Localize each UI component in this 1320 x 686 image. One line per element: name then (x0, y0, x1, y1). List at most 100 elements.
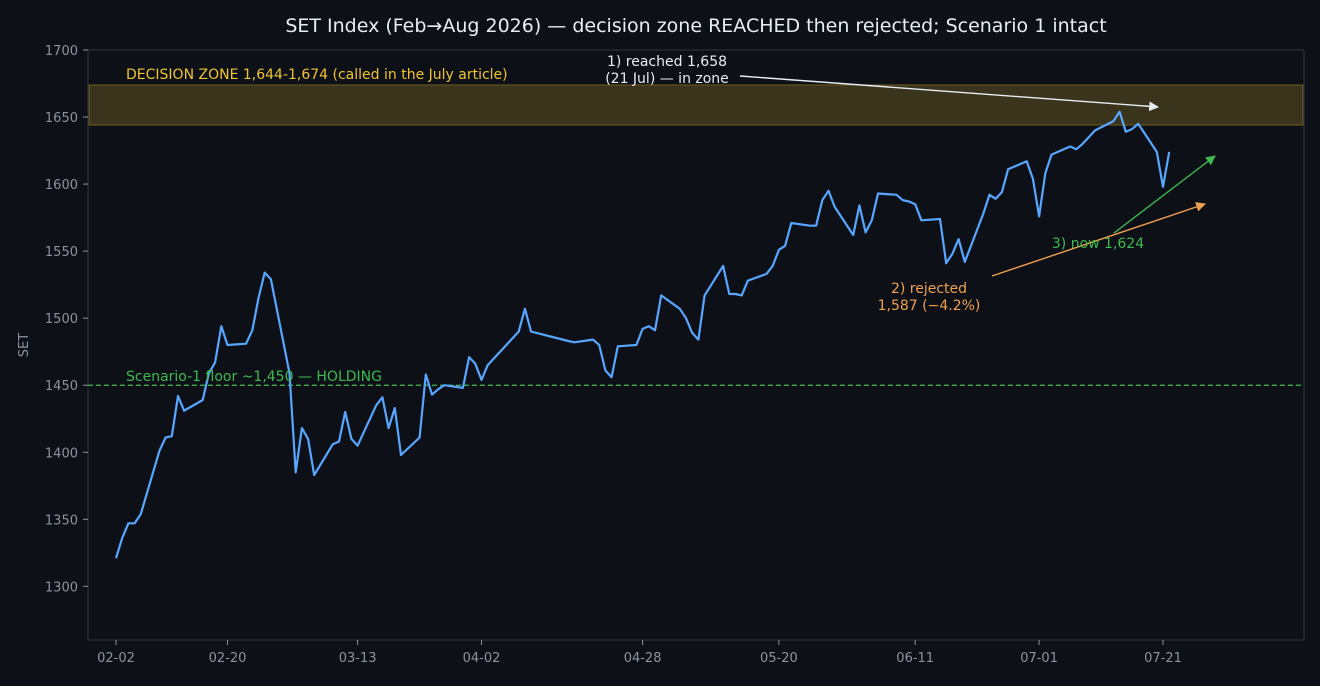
data-point (827, 190, 829, 192)
y-tick-label: 1500 (45, 312, 78, 327)
data-point (871, 219, 873, 221)
data-point (685, 317, 687, 319)
data-point (957, 238, 959, 240)
data-point (635, 344, 637, 346)
data-point (1125, 131, 1127, 133)
data-point (784, 245, 786, 247)
data-point (164, 436, 166, 438)
y-tick-label: 1650 (45, 111, 78, 126)
data-point (654, 329, 656, 331)
data-point (988, 194, 990, 196)
y-tick-label: 1400 (45, 446, 78, 461)
x-tick-label: 05-20 (760, 651, 798, 666)
data-point (1168, 151, 1170, 153)
x-tick-label: 04-28 (624, 651, 662, 666)
data-point (778, 249, 780, 251)
data-point (1162, 186, 1164, 188)
annotation-text: 1,587 (−4.2%) (878, 298, 981, 314)
data-point (902, 199, 904, 201)
data-point (765, 273, 767, 275)
data-point (660, 294, 662, 296)
annotation-text: 3) now 1,624 (1052, 236, 1144, 252)
data-point (1081, 143, 1083, 145)
data-point (511, 337, 513, 339)
data-point (313, 474, 315, 476)
data-point (567, 340, 569, 342)
data-point (158, 450, 160, 452)
data-point (332, 443, 334, 445)
data-point (697, 338, 699, 340)
x-tick-label: 07-21 (1144, 651, 1182, 666)
annotation-text: 2) rejected (891, 281, 967, 297)
data-point (821, 199, 823, 201)
data-point (214, 361, 216, 363)
data-point (1007, 168, 1009, 170)
data-point (995, 198, 997, 200)
data-point (350, 438, 352, 440)
data-point (220, 325, 222, 327)
data-point (691, 332, 693, 334)
data-point (1038, 215, 1040, 217)
y-tick-label: 1550 (45, 245, 78, 260)
data-point (592, 338, 594, 340)
data-point (270, 278, 272, 280)
data-point (1137, 123, 1139, 125)
data-point (598, 344, 600, 346)
y-tick-label: 1350 (45, 513, 78, 528)
data-point (1156, 151, 1158, 153)
data-point (115, 557, 117, 559)
data-point (394, 407, 396, 409)
data-point (301, 427, 303, 429)
data-point (443, 384, 445, 386)
data-point (530, 330, 532, 332)
data-point (895, 194, 897, 196)
data-point (468, 356, 470, 358)
data-point (1050, 153, 1052, 155)
data-point (226, 344, 228, 346)
data-point (852, 234, 854, 236)
data-point (127, 522, 129, 524)
data-point (604, 369, 606, 371)
data-point (425, 373, 427, 375)
scenario-floor-label: Scenario-1 floor ~1,450 — HOLDING (126, 369, 382, 385)
y-tick-label: 1700 (45, 44, 78, 59)
data-point (641, 328, 643, 330)
chart-title: SET Index (Feb→Aug 2026) — decision zone… (285, 15, 1106, 37)
data-point (171, 435, 173, 437)
data-point (183, 410, 185, 412)
data-point (177, 395, 179, 397)
x-tick-label: 02-20 (209, 651, 247, 666)
y-axis: 1300 1350 1400 1450 1500 1550 1600 1650 1700 (45, 44, 88, 595)
data-point (982, 212, 984, 214)
x-tick-label: 07-01 (1020, 651, 1058, 666)
data-point (1131, 128, 1133, 130)
data-point (338, 440, 340, 442)
data-point (462, 387, 464, 389)
annotation-text: (21 Jul) — in zone (605, 71, 729, 87)
data-point (375, 404, 377, 406)
data-point (734, 293, 736, 295)
data-point (487, 364, 489, 366)
data-point (573, 341, 575, 343)
data-point (1026, 160, 1028, 162)
x-tick-label: 04-02 (463, 651, 501, 666)
data-point (1112, 120, 1114, 122)
data-point (877, 192, 879, 194)
annotations: 1) reached 1,658(21 Jul) — in zone 2) rej… (605, 54, 1216, 314)
data-point (1069, 145, 1071, 147)
annotation-arrow (1113, 155, 1216, 234)
data-point (344, 411, 346, 413)
data-point (722, 265, 724, 267)
data-point (728, 293, 730, 295)
data-point (418, 436, 420, 438)
data-point (920, 219, 922, 221)
data-point (617, 345, 619, 347)
data-point (251, 329, 253, 331)
decision-zone-label: DECISION ZONE 1,644-1,674 (called in the… (126, 67, 508, 83)
y-tick-label: 1300 (45, 580, 78, 595)
data-point (1032, 178, 1034, 180)
data-point (133, 522, 135, 524)
data-point (356, 444, 358, 446)
y-tick-label: 1450 (45, 379, 78, 394)
data-point (864, 231, 866, 233)
